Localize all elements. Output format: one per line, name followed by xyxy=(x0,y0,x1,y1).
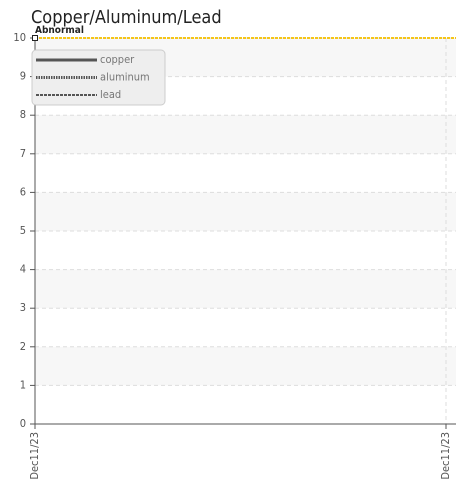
band xyxy=(35,346,456,386)
x-tick-label: Dec11/23 xyxy=(439,432,452,480)
y-tick-label: 9 xyxy=(20,70,26,83)
y-tick-label: 10 xyxy=(13,31,26,44)
y-tick-label: 1 xyxy=(20,378,26,391)
y-tick-label: 8 xyxy=(20,108,26,121)
y-tick-label: 6 xyxy=(20,185,26,198)
threshold-marker xyxy=(32,35,38,41)
y-tick-label: 4 xyxy=(20,263,26,276)
band xyxy=(35,269,456,309)
x-tick-label: Dec11/23 xyxy=(28,432,41,480)
y-tick-label: 2 xyxy=(20,340,26,353)
legend-label: aluminum xyxy=(100,71,150,84)
y-tick-label: 5 xyxy=(20,224,26,237)
band xyxy=(35,115,456,154)
threshold-label: Abnormal xyxy=(35,25,84,36)
band xyxy=(35,192,456,231)
legend: copper aluminum lead xyxy=(31,49,166,106)
legend-label: copper xyxy=(100,53,135,66)
legend-label: lead xyxy=(100,88,121,101)
y-tick-label: 7 xyxy=(20,147,26,160)
y-tick-label: 3 xyxy=(20,301,26,314)
legend-box xyxy=(31,49,166,106)
y-tick-label: 0 xyxy=(20,417,26,430)
chart-title: Copper/Aluminum/Lead xyxy=(31,7,222,28)
